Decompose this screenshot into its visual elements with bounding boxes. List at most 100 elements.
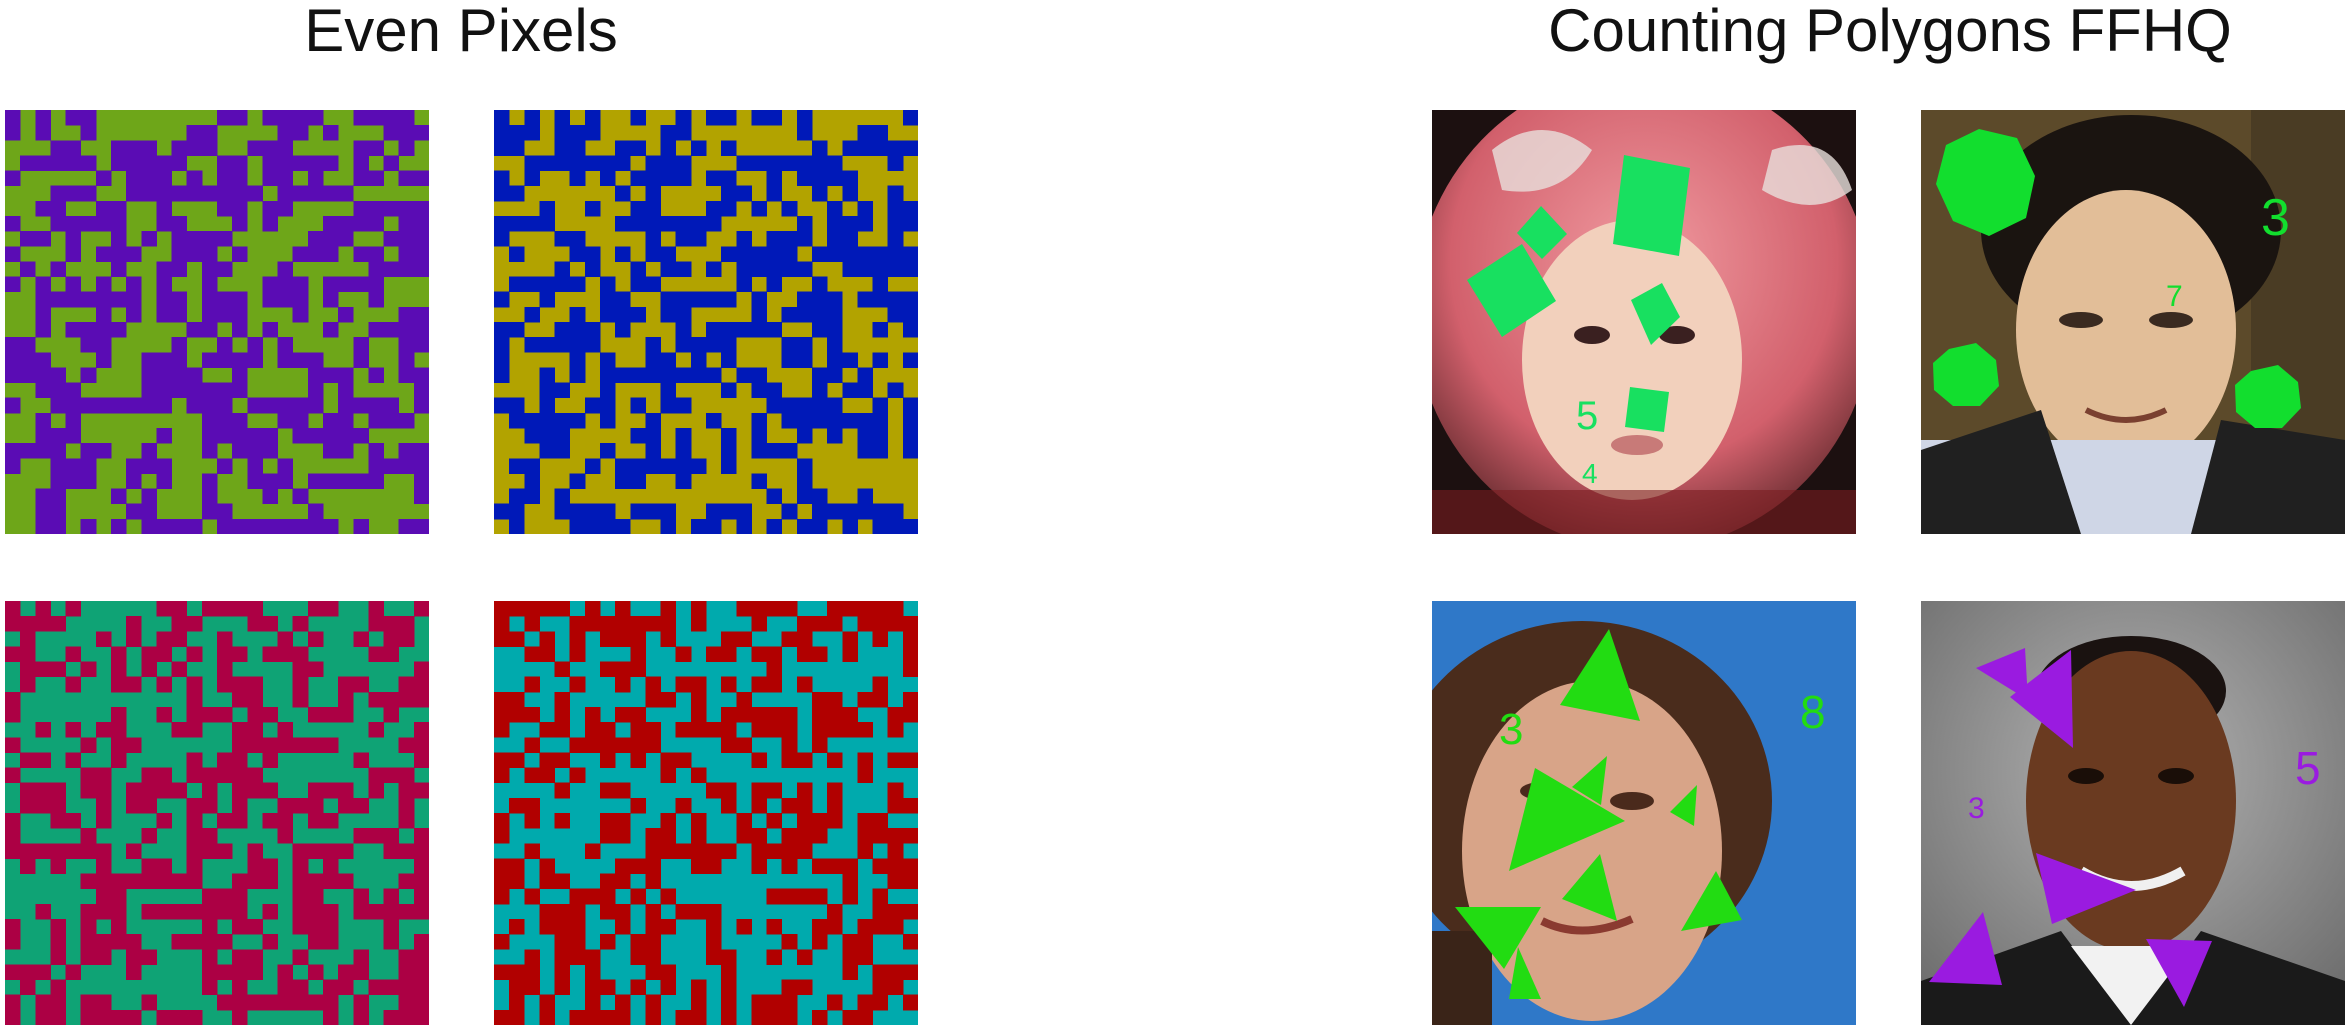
pixel	[353, 676, 369, 693]
pixel	[398, 337, 415, 353]
pixel	[20, 231, 36, 247]
pixel	[630, 737, 646, 753]
pixel	[554, 261, 571, 277]
pixel	[217, 964, 233, 980]
pixel	[857, 752, 873, 768]
pixel	[781, 503, 798, 520]
pixel	[277, 458, 294, 474]
pixel	[751, 155, 767, 171]
pixel	[660, 828, 677, 844]
pixel	[50, 979, 66, 996]
pixel	[554, 691, 571, 708]
pixel	[842, 722, 858, 738]
pixel	[736, 919, 752, 935]
pixel	[307, 631, 324, 647]
pixel	[509, 503, 525, 520]
pixel	[615, 828, 631, 844]
pixel	[126, 1009, 142, 1025]
pixel	[247, 518, 263, 534]
pixel	[247, 473, 263, 489]
pixel	[323, 843, 339, 859]
pixel	[186, 382, 203, 399]
pixel	[65, 964, 82, 980]
pixel	[323, 367, 339, 383]
pixel	[706, 646, 722, 662]
pixel	[171, 722, 188, 738]
pixel	[111, 291, 127, 308]
pixel	[766, 661, 783, 678]
pixel	[827, 858, 843, 874]
pixel	[721, 443, 737, 459]
pixel	[398, 1009, 415, 1025]
pixel	[141, 488, 157, 505]
pixel	[615, 813, 631, 829]
pixel	[50, 291, 66, 308]
pixel	[539, 216, 555, 232]
pixel	[721, 782, 737, 799]
pixel	[766, 707, 783, 723]
pixel	[569, 473, 586, 489]
pixel	[323, 994, 339, 1011]
pixel	[323, 428, 339, 444]
pixel	[857, 767, 873, 784]
pixel	[141, 903, 157, 920]
pixel	[630, 631, 646, 647]
pixel	[751, 1009, 767, 1025]
pixel	[353, 216, 369, 232]
pixel	[736, 231, 752, 247]
pixel	[660, 752, 677, 768]
pixel	[413, 903, 429, 920]
pixel	[111, 903, 127, 920]
pixel	[736, 518, 752, 534]
pixel	[247, 707, 263, 723]
pixel	[766, 888, 783, 905]
pixel	[736, 828, 752, 844]
even-pixels-image-3	[5, 601, 429, 1025]
pixel	[645, 367, 661, 383]
pixel	[751, 428, 767, 444]
pixel	[902, 216, 918, 232]
pixel	[796, 888, 813, 905]
pixel	[569, 125, 586, 141]
pixel	[706, 843, 722, 859]
pixel	[80, 458, 97, 474]
pixel	[569, 231, 586, 247]
pixel	[509, 707, 525, 723]
pixel	[201, 322, 218, 338]
pixel	[494, 337, 510, 353]
pixel	[232, 949, 248, 965]
pixel	[736, 261, 752, 277]
count-label: 5	[1576, 394, 1599, 438]
pixel	[706, 412, 722, 429]
pixel	[524, 170, 540, 187]
pixel	[338, 676, 354, 693]
pixel	[201, 919, 218, 935]
pixel	[857, 216, 873, 232]
pixel	[95, 949, 112, 965]
pixel	[494, 216, 510, 232]
pixel	[292, 306, 309, 323]
count-label: 4	[1582, 458, 1598, 489]
pixel	[796, 428, 813, 444]
pixel	[751, 306, 767, 323]
pixel	[50, 994, 66, 1011]
pixel	[781, 737, 798, 753]
pixel	[20, 443, 36, 459]
pixel	[80, 1009, 97, 1025]
pixel	[171, 382, 188, 399]
pixel	[232, 676, 248, 693]
pixel	[141, 828, 157, 844]
pixel	[569, 155, 586, 171]
pixel	[111, 676, 127, 693]
pixel	[338, 216, 354, 232]
pixel	[247, 601, 263, 617]
pixel	[872, 443, 889, 459]
pixel	[186, 722, 203, 738]
pixel	[413, 322, 429, 338]
pixel	[277, 964, 294, 980]
pixel	[887, 964, 904, 980]
pixel	[524, 676, 540, 693]
pixel	[141, 782, 157, 799]
pixel	[660, 979, 677, 996]
pixel	[292, 110, 309, 126]
